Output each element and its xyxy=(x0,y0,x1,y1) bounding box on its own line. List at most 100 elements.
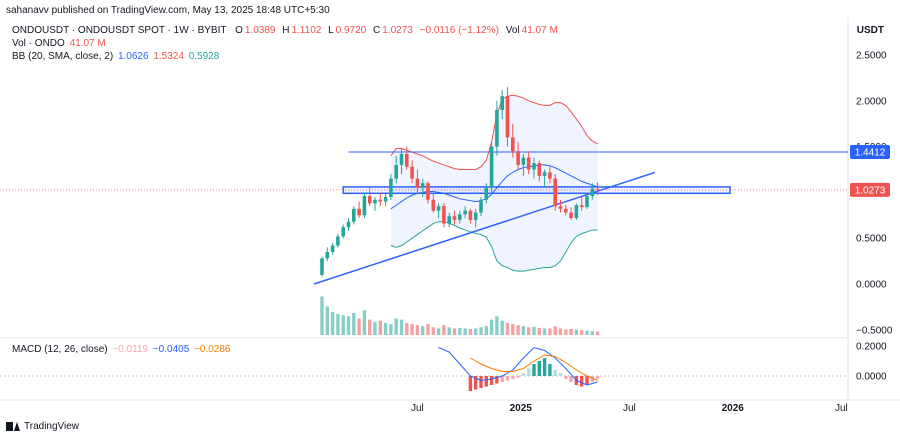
candle-body xyxy=(505,96,510,138)
volume-legend-row[interactable]: Vol · ONDO 41.07 M xyxy=(12,38,106,49)
volume-bar xyxy=(389,324,393,335)
volume-bar xyxy=(399,319,404,335)
macd-hist-value: −0.0119 xyxy=(112,344,149,355)
candle-body xyxy=(420,183,425,188)
volume-bar xyxy=(595,331,600,335)
volume-bar xyxy=(590,331,594,335)
macd-histogram-bar xyxy=(548,364,552,376)
volume-bar xyxy=(442,325,446,335)
time-tick-label: Jul xyxy=(835,403,848,414)
bb-lower-line xyxy=(390,221,598,272)
candle-body xyxy=(367,196,372,204)
candle-body xyxy=(590,188,595,197)
volume-bar xyxy=(336,314,340,335)
volume-bar xyxy=(452,328,457,335)
volume-bar xyxy=(362,310,367,335)
candle-body xyxy=(516,151,520,165)
volume-bar xyxy=(410,324,414,335)
candle-body xyxy=(383,196,388,202)
candle-body xyxy=(564,208,568,213)
vol-value: 41.07 M xyxy=(521,25,558,36)
tradingview-logo[interactable]: TradingView xyxy=(6,421,79,432)
low-value: 0.9720 xyxy=(335,25,367,36)
macd-histogram-bar xyxy=(595,376,600,379)
price-tick-label: 0.5000 xyxy=(856,234,887,245)
macd-histogram-bar xyxy=(580,376,584,387)
volume-bar xyxy=(495,316,499,335)
time-tick-label: 2025 xyxy=(510,403,533,414)
volume-bar xyxy=(468,328,473,335)
candle-body xyxy=(526,157,531,170)
candle-body xyxy=(489,146,494,188)
macd-signal-value: −0.0286 xyxy=(194,344,231,355)
bollinger-band-fill xyxy=(390,95,598,272)
bb-lower-value: 0.5928 xyxy=(188,51,220,62)
candle-body xyxy=(442,206,446,224)
candle-body xyxy=(558,206,563,209)
candle-body xyxy=(500,96,504,110)
macd-histogram-bar xyxy=(527,368,531,376)
volume-bar xyxy=(421,326,425,335)
candle-body xyxy=(341,227,345,237)
candle-body xyxy=(352,208,356,222)
vol-label: Vol xyxy=(505,25,520,36)
candle-body xyxy=(373,199,377,204)
currency-label[interactable]: USDT xyxy=(856,25,884,36)
price-tick-label: 2.5000 xyxy=(856,51,887,62)
volume-bar xyxy=(516,325,520,335)
macd-histogram-bar xyxy=(537,361,541,376)
volume-bar xyxy=(383,322,388,335)
volume-bar xyxy=(569,328,573,335)
vol-ondo-label: Vol · ONDO xyxy=(12,38,65,49)
candle-body xyxy=(579,205,584,208)
macd-legend-row[interactable]: MACD (12, 26, close) −0.0119 −0.0405 −0.… xyxy=(12,344,231,355)
symbol-name[interactable]: ONDOUSDT · ONDOUSDT SPOT · 1W · BYBIT xyxy=(12,25,227,36)
candle-body xyxy=(479,199,483,213)
candle-body xyxy=(357,208,361,216)
macd-histogram-bar xyxy=(569,376,573,382)
low-label: L xyxy=(328,25,334,36)
macd-histogram-bar xyxy=(500,376,504,382)
macd-histogram-bar xyxy=(542,358,547,376)
candle-body xyxy=(378,199,383,202)
candle-body xyxy=(405,153,409,167)
volume-bar xyxy=(325,306,329,335)
candle-body xyxy=(399,153,404,165)
volume-bar xyxy=(521,326,526,335)
macd-histogram-bar xyxy=(505,376,510,381)
volume-bar xyxy=(474,328,478,335)
bb-upper-value: 1.5324 xyxy=(153,51,184,62)
candle-body xyxy=(542,172,547,176)
volume-bar xyxy=(479,327,483,335)
volume-bar xyxy=(532,326,536,335)
volume-bar xyxy=(368,319,372,335)
volume-bar xyxy=(548,328,552,335)
publisher-line: sahanavv published on TradingView.com, M… xyxy=(6,5,330,16)
macd-histogram-bar xyxy=(521,373,526,376)
volume-bar xyxy=(458,327,462,335)
candle-body xyxy=(431,199,436,211)
tradingview-brand: TradingView xyxy=(24,421,80,432)
volume-bar xyxy=(431,327,435,335)
candle-body xyxy=(532,163,536,170)
candle-body xyxy=(495,109,499,147)
change-value: −0.0116 (−1.12%) xyxy=(419,25,499,36)
volume-bar xyxy=(553,326,557,335)
volume-bar xyxy=(542,328,547,335)
close-value: 1.0273 xyxy=(382,25,413,36)
volume-bar xyxy=(558,328,563,335)
candle-body xyxy=(426,183,430,200)
macd-line-value: −0.0405 xyxy=(152,344,190,355)
price-badge xyxy=(850,182,890,197)
candle-body xyxy=(458,214,462,220)
candle-body xyxy=(595,188,600,190)
volume-bar xyxy=(489,319,494,335)
candle-body xyxy=(473,212,478,220)
candle-body xyxy=(521,157,526,165)
volume-bar xyxy=(574,329,579,335)
bb-legend-row[interactable]: BB (20, SMA, close, 2) 1.0626 1.5324 0.5… xyxy=(12,51,219,62)
volume-bar xyxy=(564,329,568,335)
volume-bar xyxy=(505,322,510,335)
